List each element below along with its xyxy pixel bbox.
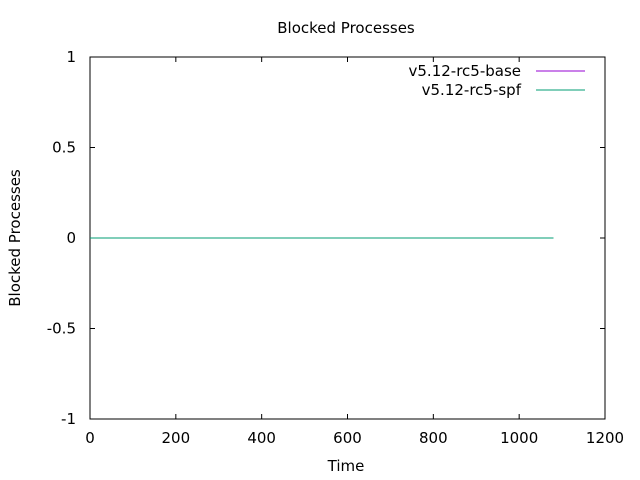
x-tick-label: 800 <box>419 429 448 447</box>
y-axis-label: Blocked Processes <box>6 169 24 307</box>
x-tick-label: 200 <box>162 429 191 447</box>
y-axis-ticks: -1 -0.5 0 0.5 1 <box>47 48 605 428</box>
x-tick-label: 0 <box>85 429 95 447</box>
legend: v5.12-rc5-base v5.12-rc5-spf <box>409 62 585 99</box>
chart-title: Blocked Processes <box>277 19 415 37</box>
x-tick-label: 600 <box>333 429 362 447</box>
x-axis-label: Time <box>327 457 365 475</box>
legend-label-spf: v5.12-rc5-spf <box>422 81 522 99</box>
y-tick-label: -0.5 <box>47 320 76 338</box>
legend-label-base: v5.12-rc5-base <box>409 62 522 80</box>
x-axis-ticks: 0 200 400 600 800 1000 1200 <box>85 57 624 447</box>
x-tick-label: 400 <box>247 429 276 447</box>
y-tick-label: -1 <box>61 410 76 428</box>
y-tick-label: 1 <box>66 48 76 66</box>
x-tick-label: 1200 <box>586 429 624 447</box>
y-tick-label: 0.5 <box>52 139 76 157</box>
y-tick-label: 0 <box>66 229 76 247</box>
x-tick-label: 1000 <box>500 429 538 447</box>
